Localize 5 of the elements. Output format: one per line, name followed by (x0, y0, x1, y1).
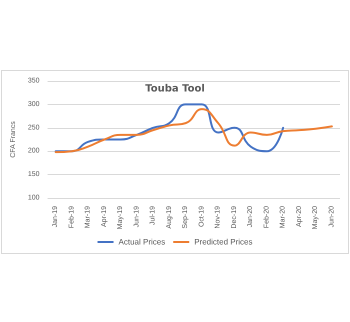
legend-label: Predicted Prices (194, 238, 252, 246)
line-series (54, 108, 333, 154)
chart-title: Touba Tool (145, 84, 205, 94)
line-series (54, 103, 284, 152)
legend-label: Actual Prices (118, 238, 166, 246)
